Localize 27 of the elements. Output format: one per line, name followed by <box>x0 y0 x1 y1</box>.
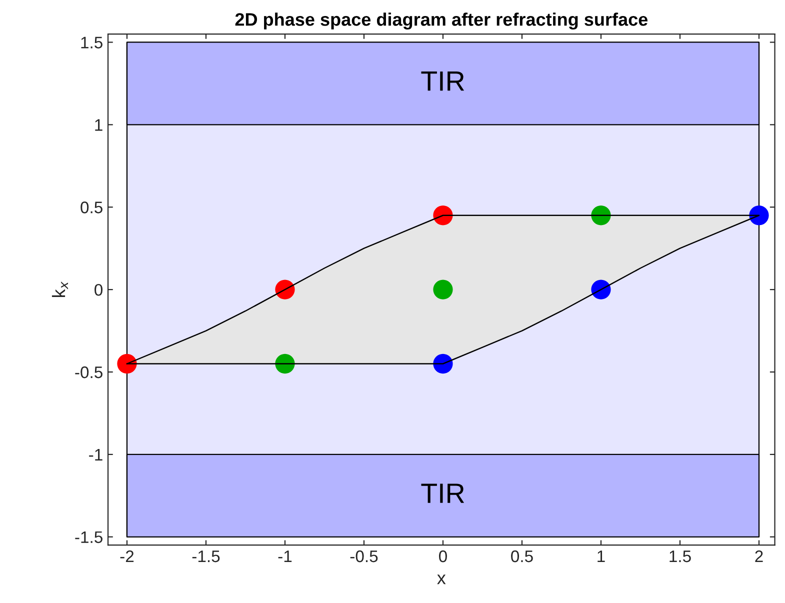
band-label: TIR <box>421 72 464 91</box>
y-tick-label: -1.5 <box>75 531 102 544</box>
x-axis-title: x <box>437 574 446 584</box>
x-tick-label: 0.5 <box>511 550 533 562</box>
point <box>275 280 295 300</box>
y-tick-label: 0.5 <box>80 202 102 214</box>
x-tick-label: 2 <box>755 550 763 562</box>
y-tick-label: 0 <box>94 284 103 296</box>
y-tick-label: 1 <box>95 119 102 131</box>
x-tick-label: -2 <box>120 550 134 562</box>
x-tick-label: -1.5 <box>192 550 220 562</box>
point <box>591 280 611 300</box>
y-tick-label: -1 <box>89 449 102 460</box>
x-tick-label: -1 <box>278 550 292 562</box>
point <box>433 280 453 300</box>
y-tick-label: -0.5 <box>75 366 102 378</box>
y-tick-label: 1.5 <box>81 36 102 48</box>
point <box>749 206 769 226</box>
point <box>117 354 137 374</box>
x-tick-label: 1 <box>598 550 605 562</box>
x-tick-label: -0.5 <box>350 550 378 562</box>
y-axis-title: k$_{x}$ <box>52 281 68 298</box>
point <box>433 206 453 226</box>
x-tick-label: 0 <box>439 550 447 562</box>
band-label: TIR <box>421 484 464 503</box>
x-tick-label: 1.5 <box>670 550 691 562</box>
chart-title: 2D phase space diagram after refracting surface <box>235 12 648 30</box>
